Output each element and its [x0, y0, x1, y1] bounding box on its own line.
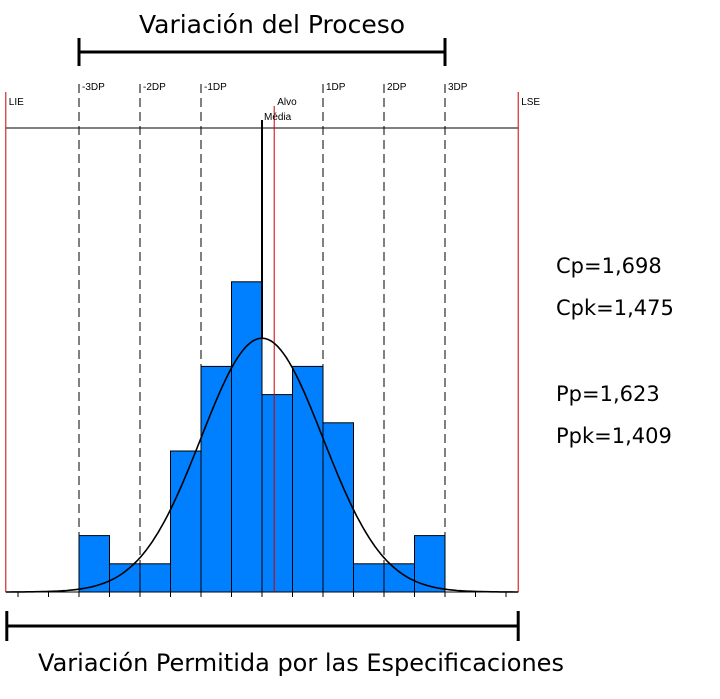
normal-curve — [5, 337, 519, 593]
spec-limit-label: LIE — [9, 97, 24, 108]
bottom-caption: Variación Permitida por las Especificaci… — [38, 649, 564, 677]
target-label: Alvo — [277, 97, 297, 108]
histogram-bar — [139, 563, 171, 593]
histogram-bar — [231, 281, 263, 593]
brackets — [5, 38, 520, 641]
cpk-value: Cpk=1,475 — [556, 296, 674, 320]
pp-value: Pp=1,623 — [556, 382, 660, 406]
sigma-label: 2DP — [387, 82, 407, 93]
sigma-label: -3DP — [82, 82, 105, 93]
mean-label: Média — [264, 112, 292, 123]
histogram-bar — [261, 394, 293, 593]
histogram-bar — [170, 450, 202, 593]
normal-curve-path — [5, 337, 519, 593]
sigma-label: -2DP — [143, 82, 166, 93]
sigma-label: -1DP — [204, 82, 227, 93]
ppk-value: Ppk=1,409 — [556, 424, 672, 448]
sigma-label: 1DP — [326, 82, 346, 93]
spec-limit-label: LSE — [521, 97, 540, 108]
reference-lines — [5, 84, 519, 592]
histogram-bar — [353, 563, 385, 593]
reference-labels: -3DP -2DP -1DP 1DP 2DP 3DP LIE LSE Alvo Média — [9, 82, 541, 123]
histogram-bar — [292, 365, 324, 593]
cp-value: Cp=1,698 — [556, 254, 662, 278]
histogram-bars — [78, 281, 446, 593]
chart-title: Variación del Proceso — [139, 10, 405, 39]
sigma-label: 3DP — [448, 82, 468, 93]
histogram-bar — [78, 535, 110, 593]
